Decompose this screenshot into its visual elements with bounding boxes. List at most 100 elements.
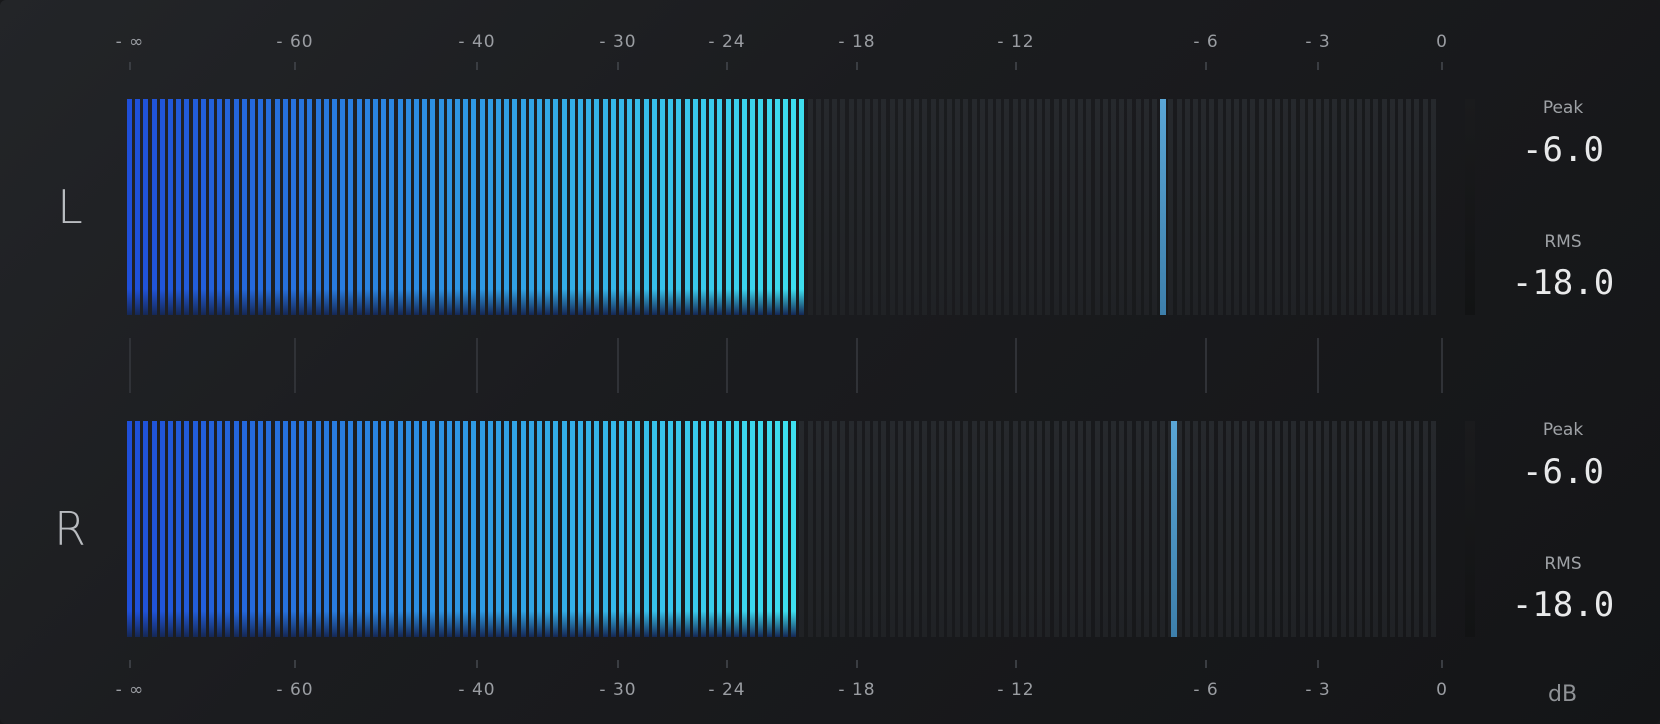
scale-label: - 30 [599,32,637,52]
scale-label: - 60 [276,32,314,52]
meter-segment [422,421,428,637]
right-rms-value[interactable]: -18.0 [1511,585,1615,625]
meter-segment [1094,421,1100,637]
meter-segment [422,99,428,315]
meter-segment [1029,421,1034,637]
meter-segment [168,421,173,637]
meter-segment [1209,99,1215,315]
meter-segment [717,99,723,315]
meter-segment [553,99,559,315]
right-clip-indicator[interactable] [1465,421,1475,637]
meter-segment [274,99,280,315]
meter-segment [151,421,157,637]
meter-segment [1135,421,1141,637]
meter-segment [832,421,838,637]
meter-segment [856,421,862,637]
meter-segment [856,99,862,315]
meter-segment [1381,421,1387,637]
center-tick [1205,338,1207,393]
left-rms-value[interactable]: -18.0 [1511,263,1615,303]
meter-segment [176,421,182,637]
meter-segment [315,421,321,637]
meter-segment [1389,99,1395,315]
scale-tick [294,660,296,668]
scale-label: - 40 [458,680,496,700]
meter-segment [1234,99,1239,315]
meter-segment [766,99,772,315]
meter-segment [553,421,559,637]
meter-segment [627,99,633,315]
meter-segment [889,421,895,637]
meter-segment [323,99,329,315]
scale-label: - 3 [1305,32,1331,52]
meter-segment [668,99,674,315]
meter-segment [1045,421,1051,637]
meter-segment [487,99,493,315]
meter-segment [1324,99,1330,315]
meter-segment [1299,421,1305,637]
meter-segment [405,99,411,315]
meter-segment [135,99,141,315]
center-tick [1441,338,1443,393]
scale-label: - 30 [599,680,637,700]
meter-segment [1316,421,1321,637]
meter-segment [332,421,337,637]
meter-segment [1201,99,1207,315]
meter-segment [938,421,944,637]
meter-segment [258,421,264,637]
meter-segment [840,99,846,315]
scale-tick [617,62,619,70]
scale-tick [617,660,619,668]
meter-segment [643,99,649,315]
scale-tick [476,660,478,668]
meter-segment [684,99,690,315]
peak-hold-marker [1160,99,1167,315]
meter-segment [922,421,928,637]
meter-segment [733,99,739,315]
meter-segment [996,421,1002,637]
meter-segment [742,421,747,637]
meter-segment [1119,421,1125,637]
scale-label: - 12 [997,32,1035,52]
channel-label-right: R [54,502,86,556]
right-peak-label: Peak [1542,420,1584,440]
right-peak-value[interactable]: -6.0 [1522,452,1604,492]
meter-segment [930,99,936,315]
scale-label: 0 [1436,32,1448,52]
meter-segment [1340,421,1346,637]
meter-segment [528,99,534,315]
meter-segment [947,99,952,315]
meter-segment [824,99,829,315]
meter-segment [1086,421,1092,637]
meter-segment [159,99,165,315]
left-peak-value[interactable]: -6.0 [1522,130,1604,170]
meter-segment [217,99,223,315]
meter-segment [233,421,239,637]
meter-segment [1258,421,1264,637]
meter-segment [651,421,657,637]
scale-label: - 18 [838,680,876,700]
scale-tick [726,62,728,70]
meter-segment [660,421,665,637]
center-tick [1015,338,1017,393]
meter-segment [1283,99,1289,315]
scale-label: - ∞ [115,32,145,52]
meter-segment [471,421,477,637]
meter-segment [963,421,969,637]
meter-segment [299,421,305,637]
meter-segment [348,421,354,637]
meter-segment [192,99,198,315]
meter-segment [266,99,272,315]
meter-segment [1299,99,1305,315]
meter-segment [1332,421,1338,637]
meter-segment [373,99,378,315]
meter-segment [332,99,337,315]
meter-segment [783,99,788,315]
meter-segment [1037,421,1043,637]
meter-segment [1045,99,1051,315]
meter-segment [1184,421,1190,637]
left-clip-indicator[interactable] [1465,99,1475,315]
meter-segment [1012,421,1018,637]
meter-segment [1316,99,1321,315]
